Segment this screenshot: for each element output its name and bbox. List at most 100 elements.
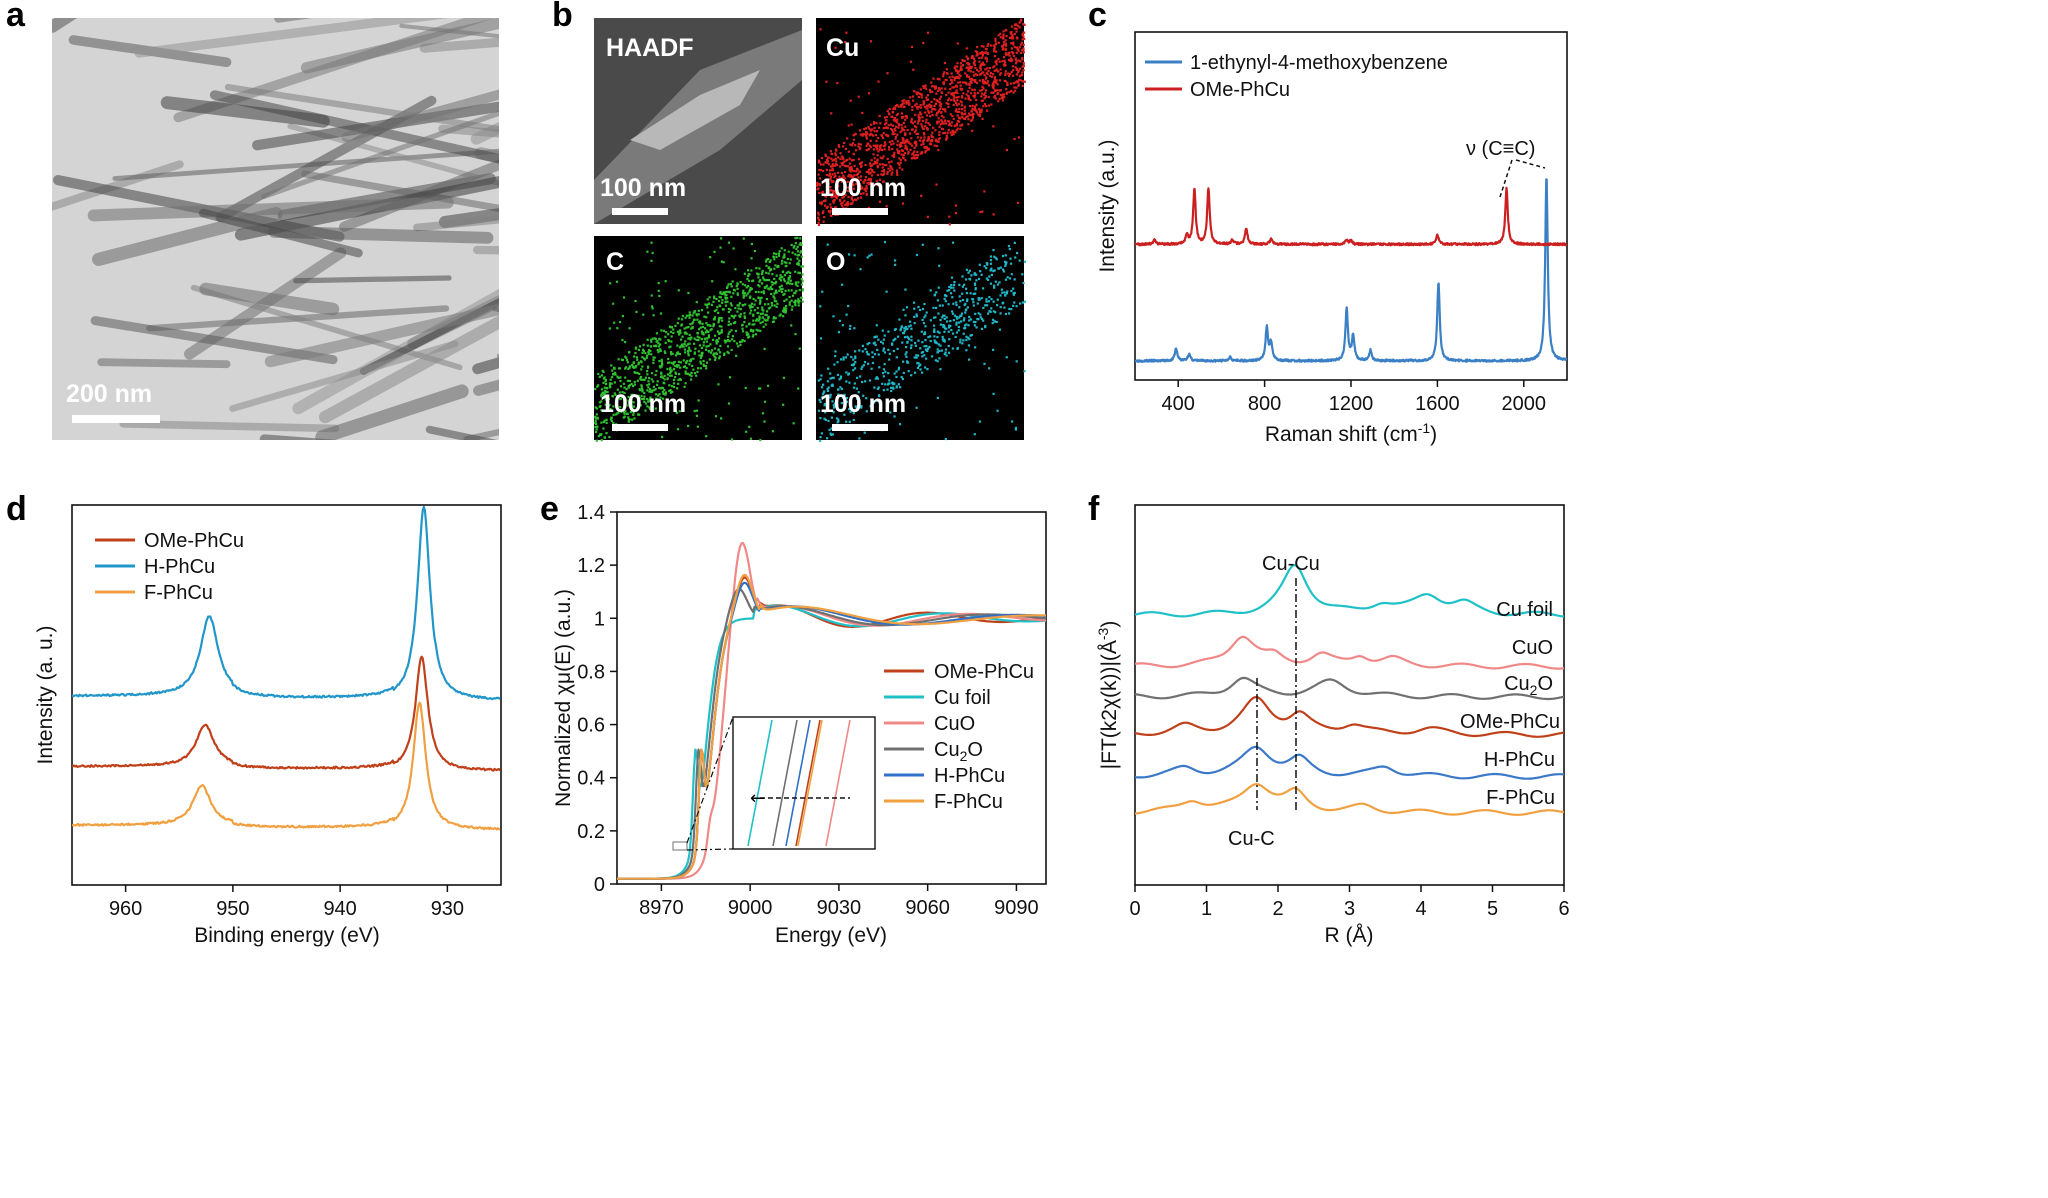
eds-dot — [717, 337, 721, 340]
eds-dot — [989, 44, 993, 47]
eds-dot — [884, 383, 887, 386]
eds-dot — [853, 164, 856, 168]
eds-dot — [641, 389, 644, 392]
eds-dot — [921, 307, 925, 311]
eds-dot — [987, 300, 991, 303]
eds-dot — [661, 363, 664, 366]
eds-dot — [991, 73, 995, 76]
eds-dot — [1023, 370, 1026, 373]
eds-dot — [936, 360, 939, 363]
eds-dot — [946, 131, 949, 134]
eds-dot — [1001, 95, 1004, 98]
eds-dot — [706, 324, 709, 327]
eds-dot — [817, 223, 821, 227]
eds-dot — [831, 376, 834, 380]
eds-dot — [627, 384, 630, 388]
inset-line-3 — [772, 719, 798, 847]
eds-dot — [757, 319, 760, 322]
eds-dot — [973, 96, 976, 99]
eds-dot — [629, 402, 632, 405]
eds-dot — [923, 111, 927, 114]
eds-dot — [905, 355, 908, 358]
eds-dot — [795, 289, 798, 293]
eds-dot — [824, 153, 827, 156]
eds-dot — [852, 170, 855, 173]
eds-dot — [854, 177, 857, 180]
eds-dot — [759, 438, 762, 442]
eds-dot — [953, 100, 956, 103]
eds-dot — [690, 358, 693, 361]
eds-dot — [1015, 67, 1019, 71]
eds-dot — [819, 168, 822, 172]
inset-frame — [732, 716, 876, 850]
eds-dot — [848, 189, 851, 192]
eds-dot — [977, 318, 980, 321]
eds-dot — [981, 52, 984, 56]
eds-dot — [876, 348, 879, 351]
eds-dot — [936, 120, 939, 123]
eds-dot — [944, 122, 948, 125]
eds-dot — [877, 150, 880, 153]
eds-dot — [890, 129, 894, 132]
eds-dot — [950, 124, 953, 127]
x-tick-label: 9060 — [905, 897, 950, 919]
eds-dot — [955, 331, 959, 334]
eds-dot — [724, 341, 727, 344]
eds-dot — [860, 405, 863, 408]
eds-dot — [907, 141, 910, 144]
eds-dot — [785, 298, 788, 301]
eds-dot — [752, 334, 755, 337]
eds-dot — [794, 302, 797, 305]
eds-dot — [782, 278, 786, 281]
eds-dot — [954, 124, 957, 127]
eds-dot — [1011, 65, 1015, 68]
eds-dot — [646, 389, 649, 392]
eds-dot — [770, 287, 774, 291]
eds-dot — [932, 126, 935, 129]
eds-dot — [721, 308, 724, 311]
eds-dot — [670, 353, 673, 356]
eds-dot — [643, 391, 646, 395]
eds-dot — [860, 187, 863, 190]
eds-dot — [932, 85, 935, 88]
eds-dot — [638, 345, 642, 348]
eds-dot — [979, 109, 982, 112]
eds-dot — [775, 252, 778, 256]
eds-dot — [903, 327, 906, 330]
eds-dot — [602, 370, 605, 373]
eds-dot — [881, 169, 884, 173]
eds-dot — [736, 293, 739, 296]
eds-dot — [917, 105, 921, 108]
eds-dot — [690, 371, 693, 375]
eds-dot — [910, 157, 913, 160]
eds-dot — [664, 351, 667, 355]
eds-dot — [956, 119, 960, 123]
o-map-tile: O 100 nm — [816, 236, 1027, 442]
eds-dot — [913, 301, 916, 304]
eds-dot — [998, 281, 1001, 284]
eds-dot — [729, 302, 732, 305]
eds-dot — [853, 327, 856, 330]
eds-dot — [903, 329, 906, 333]
eds-dot — [893, 106, 896, 109]
eds-dot — [893, 117, 897, 120]
eds-dot — [1006, 83, 1009, 87]
eds-dot — [670, 335, 673, 338]
eds-dot — [911, 108, 914, 112]
eds-dot — [872, 182, 875, 185]
eds-dot — [689, 338, 692, 341]
eds-dot — [969, 292, 972, 295]
eds-dot — [843, 413, 846, 416]
eds-dot — [767, 303, 770, 306]
eds-dot — [1007, 312, 1011, 315]
eds-dot — [783, 274, 787, 277]
eds-dot — [927, 111, 930, 114]
eds-dot — [942, 108, 945, 111]
eds-dot — [707, 349, 710, 353]
eds-dot — [677, 378, 680, 382]
eds-dot — [981, 51, 984, 54]
eds-dot — [957, 95, 960, 99]
eds-dot — [979, 72, 982, 76]
eds-dot — [761, 316, 765, 319]
inset-arrow-head: ← — [750, 788, 765, 809]
